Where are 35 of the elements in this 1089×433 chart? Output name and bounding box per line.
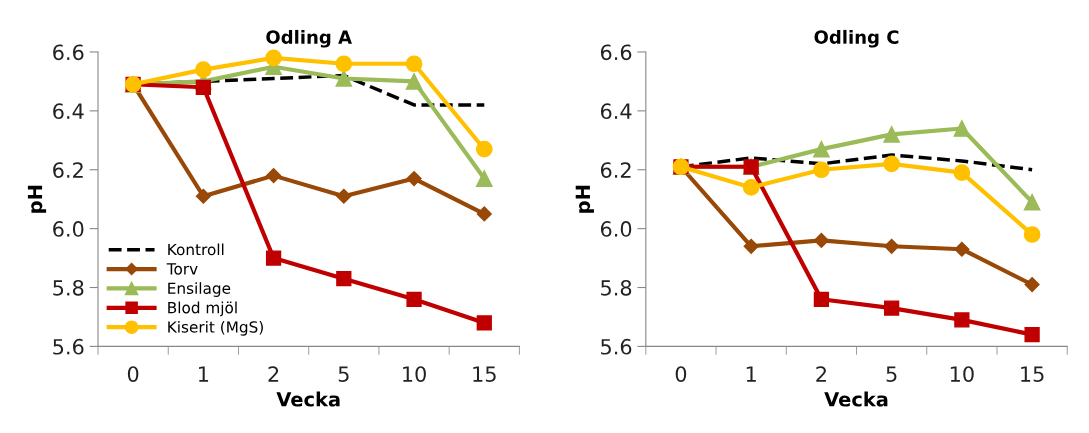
x-tick-label: 1 — [746, 366, 756, 382]
x-axis-title: Vecka — [824, 391, 888, 407]
chart-title: Odling A — [266, 29, 352, 48]
x-tick-label: 5 — [338, 366, 349, 382]
x-axis-title: Vecka — [276, 391, 340, 407]
y-axis-title: pH — [27, 185, 47, 213]
chart-title: Odling C — [814, 29, 899, 48]
y-tick-label: 6.4 — [53, 103, 84, 120]
x-tick-label: 10 — [403, 366, 426, 382]
x-tick-label: 5 — [886, 366, 897, 382]
x-tick-label: 0 — [675, 366, 687, 382]
y-tick-label: 6.6 — [53, 44, 84, 61]
legend-label: Torv — [166, 263, 198, 275]
legend-label: Ensilage — [168, 282, 231, 297]
y-tick-label: 6.0 — [53, 221, 84, 237]
y-tick-label: 6.0 — [600, 221, 632, 237]
y-tick-label: 5.6 — [601, 338, 632, 355]
x-tick-label: 1 — [199, 366, 209, 382]
x-tick-label: 15 — [1021, 366, 1044, 382]
legend-label: Blod mjöl — [168, 301, 237, 317]
x-tick-label: 15 — [473, 366, 496, 382]
y-tick-label: 6.2 — [600, 162, 631, 178]
y-tick-label: 6.4 — [600, 103, 632, 120]
x-tick-label: 10 — [950, 366, 974, 382]
y-tick-label: 5.8 — [53, 279, 84, 296]
y-tick-label: 6.6 — [600, 44, 632, 61]
x-tick-label: 2 — [816, 366, 826, 382]
y-tick-label: 5.6 — [53, 338, 84, 355]
x-tick-label: 0 — [127, 366, 139, 382]
y-tick-label: 5.8 — [601, 279, 632, 296]
y-axis-title: pH — [575, 185, 594, 213]
y-tick-label: 6.2 — [53, 162, 83, 178]
legend-label: Kontroll — [168, 243, 224, 256]
legend-label: Kiserit (MgS) — [168, 320, 263, 336]
x-tick-label: 2 — [268, 366, 279, 382]
